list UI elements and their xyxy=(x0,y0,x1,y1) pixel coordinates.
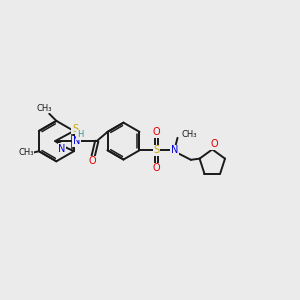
Text: CH₃: CH₃ xyxy=(181,130,196,139)
Text: S: S xyxy=(154,145,160,155)
Text: CH₃: CH₃ xyxy=(18,148,34,157)
Text: S: S xyxy=(72,124,78,134)
Text: H: H xyxy=(77,130,83,139)
Text: O: O xyxy=(211,140,218,149)
Text: O: O xyxy=(153,163,160,173)
Text: O: O xyxy=(153,128,160,137)
Text: O: O xyxy=(89,156,96,166)
Text: N: N xyxy=(58,143,66,154)
Text: N: N xyxy=(171,145,178,155)
Text: CH₃: CH₃ xyxy=(37,104,52,113)
Text: N: N xyxy=(73,136,80,146)
